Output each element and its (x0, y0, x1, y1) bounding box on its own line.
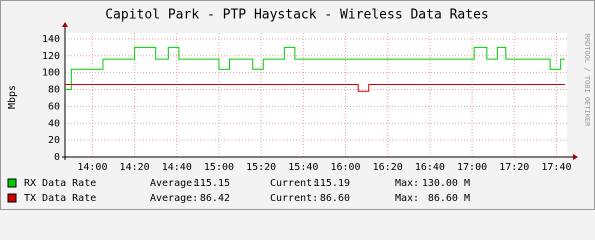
y-tick-label: 120 (42, 51, 60, 62)
x-tick-label: 16:40 (415, 162, 445, 173)
legend-label: RX Data Rate (24, 178, 96, 189)
y-tick-label: 60 (48, 101, 60, 112)
x-tick-label: 16:00 (330, 162, 360, 173)
legend-stat: Current: (270, 178, 318, 189)
x-tick-label: 16:20 (373, 162, 403, 173)
legend-stat: Average: (150, 193, 198, 204)
x-tick-label: 15:40 (288, 162, 318, 173)
legend-stat: Current: (270, 193, 318, 204)
chart: Capitol Park - PTP Haystack - Wireless D… (0, 0, 595, 210)
side-label: RRDTOOL / TOBI OETIKER (583, 34, 591, 128)
legend-label: TX Data Rate (24, 193, 96, 204)
x-tick-label: 14:20 (120, 162, 150, 173)
y-axis-arrow (62, 22, 68, 27)
legend-swatch (7, 178, 17, 188)
legend-stat: Max: (395, 193, 419, 204)
plot-area (65, 33, 567, 157)
y-tick-label: 140 (42, 34, 60, 45)
legend-stat: 115.15 (194, 178, 230, 189)
x-tick-label: 17:40 (541, 162, 571, 173)
x-tick-label: 15:20 (246, 162, 276, 173)
series-line (65, 83, 565, 92)
legend-stat: 86.60 M (428, 193, 470, 204)
y-tick-label: 40 (48, 118, 60, 129)
y-tick-label: 80 (48, 85, 60, 96)
chart-title: Capitol Park - PTP Haystack - Wireless D… (105, 8, 489, 23)
x-tick-label: 15:00 (204, 162, 234, 173)
x-tick-label: 14:00 (77, 162, 107, 173)
legend-stat: 86.60 (320, 193, 350, 204)
legend-stat: 86.42 (200, 193, 230, 204)
legend-stat: 130.00 M (422, 178, 470, 189)
y-axis-label: Mbps (7, 85, 18, 109)
y-tick-label: 20 (48, 135, 60, 146)
y-tick-label: 0 (54, 152, 60, 163)
x-tick-label: 17:00 (457, 162, 487, 173)
legend-stat: Average: (150, 178, 198, 189)
legend-swatch (7, 193, 17, 203)
legend-stat: Max: (395, 178, 419, 189)
series-line (65, 46, 565, 91)
x-tick-label: 17:20 (499, 162, 529, 173)
x-axis-arrow (573, 154, 578, 160)
page: Capitol Park - PTP Haystack - Wireless D… (0, 0, 595, 210)
y-tick-label: 100 (42, 68, 60, 79)
legend-stat: 115.19 (314, 178, 350, 189)
x-tick-label: 14:40 (162, 162, 192, 173)
